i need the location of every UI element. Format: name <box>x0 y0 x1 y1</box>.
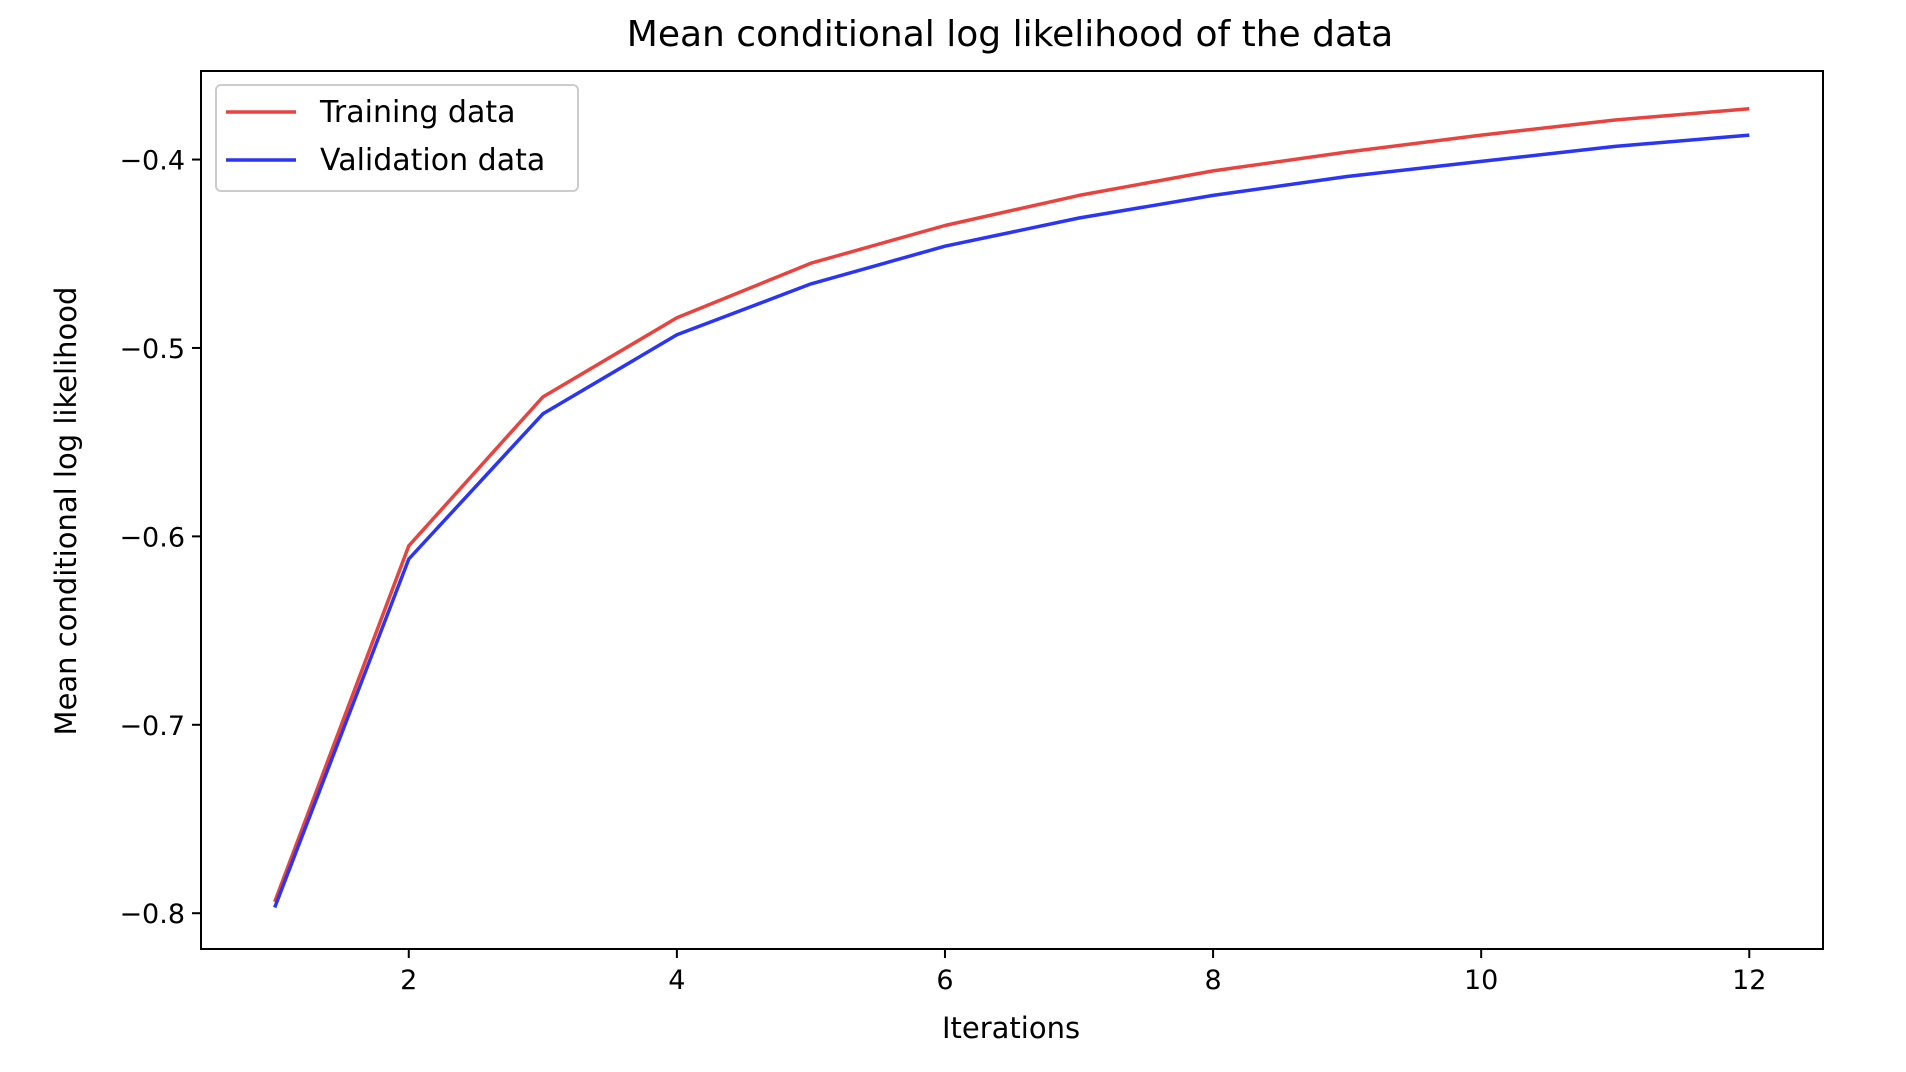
legend-label: Training data <box>319 95 515 130</box>
x-axis: 2 4 6 8 10 12 <box>400 949 1766 996</box>
y-tick-label: −0.4 <box>119 146 185 177</box>
series-layer <box>273 106 1750 909</box>
x-tick-label: 4 <box>668 965 685 996</box>
y-axis: −0.8 −0.7 −0.6 −0.5 −0.4 <box>119 146 201 930</box>
y-tick-label: −0.7 <box>119 711 185 742</box>
series-line-validation <box>273 133 1750 909</box>
series-line-training <box>273 106 1750 903</box>
x-tick-label: 8 <box>1204 965 1221 996</box>
plot-area-frame <box>200 70 1824 950</box>
x-tick-label: 10 <box>1464 965 1498 996</box>
y-axis-label: Mean conditional log likelihood <box>49 287 83 736</box>
legend: Training data Validation data <box>215 84 579 192</box>
x-tick-label: 2 <box>400 965 417 996</box>
x-axis-label: Iterations <box>942 1011 1080 1045</box>
y-tick-label: −0.6 <box>119 522 185 553</box>
legend-label: Validation data <box>320 143 545 178</box>
x-tick-label: 12 <box>1732 965 1766 996</box>
y-tick-label: −0.5 <box>119 334 185 365</box>
chart-title: Mean conditional log likelihood of the d… <box>627 14 1393 55</box>
y-tick-label: −0.8 <box>119 899 185 930</box>
x-tick-label: 6 <box>936 965 953 996</box>
legend-box <box>215 84 579 192</box>
